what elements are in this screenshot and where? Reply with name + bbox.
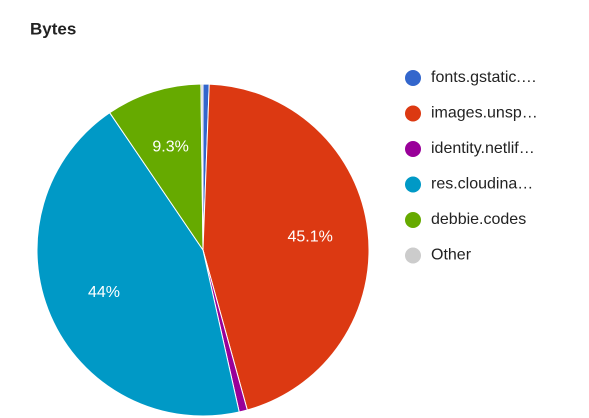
- legend-label: fonts.gstatic.…: [431, 69, 537, 86]
- pie-slice: [202, 83, 370, 411]
- legend-swatch: [405, 70, 421, 86]
- legend-swatch: [405, 176, 421, 193]
- legend-label: identity.netlif…: [431, 140, 535, 157]
- legend-swatch: [405, 105, 421, 122]
- slice-label: 9.3%: [152, 138, 188, 155]
- pie-slice: [36, 112, 240, 417]
- slice-label: 44%: [88, 284, 120, 301]
- legend-label: res.cloudina…: [431, 176, 533, 193]
- legend-swatch: [405, 141, 421, 157]
- pie-slice: [108, 83, 204, 252]
- slice-label: 45.1%: [287, 229, 332, 246]
- legend-label: debbie.codes: [431, 211, 526, 228]
- pie-slice: [200, 83, 204, 251]
- chart-title: Bytes: [30, 19, 76, 38]
- legend-swatch: [405, 247, 421, 264]
- legend-swatch: [405, 212, 421, 228]
- legend-label: Other: [431, 247, 472, 264]
- legend-label: images.unsp…: [431, 105, 538, 122]
